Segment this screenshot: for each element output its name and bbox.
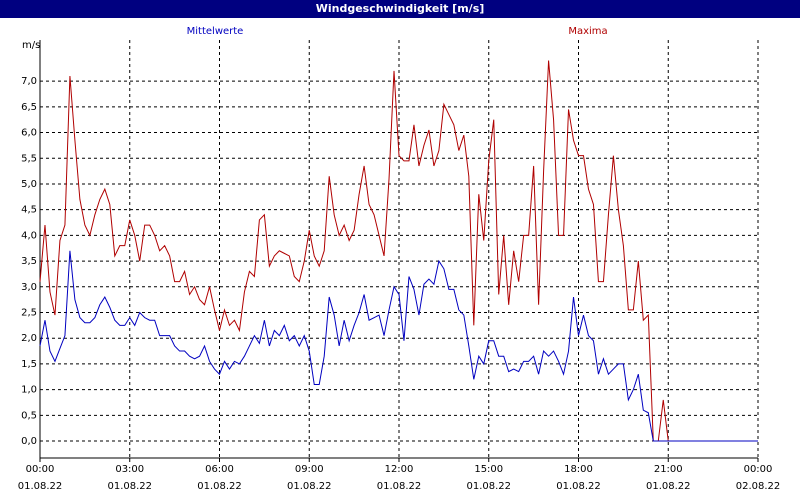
- legend-entry: Maxima: [568, 26, 607, 37]
- data-line: [39, 250, 758, 442]
- y-tick-label: 1,5: [21, 359, 37, 370]
- x-tick-label: 12:00 01.08.22: [376, 464, 422, 492]
- y-tick-label: 3,5: [21, 256, 37, 267]
- y-tick-label: 4,0: [21, 230, 37, 241]
- y-tick-label: 3,0: [21, 282, 37, 293]
- x-tick-label: 00:00 01.08.22: [17, 464, 63, 492]
- x-tick-label: 03:00 01.08.22: [107, 464, 153, 492]
- legend-entry: Mittelwerte: [187, 26, 244, 37]
- y-tick-label: 2,0: [21, 333, 37, 344]
- y-tick-label: 1,0: [21, 385, 37, 396]
- x-tick-label: 09:00 01.08.22: [286, 464, 332, 492]
- y-tick-label: 0,5: [21, 410, 37, 421]
- y-tick-label: 4,5: [21, 205, 37, 216]
- y-tick-label: 6,0: [21, 128, 37, 139]
- y-tick-label: 7,0: [21, 76, 37, 87]
- x-tick-label: 00:00 02.08.22: [735, 464, 781, 492]
- x-tick-label: 21:00 01.08.22: [645, 464, 691, 492]
- y-axis-unit: m/s: [22, 40, 40, 51]
- y-tick-label: 2,5: [21, 307, 37, 318]
- y-tick-label: 0,0: [21, 436, 37, 447]
- x-tick-label: 06:00 01.08.22: [197, 464, 242, 492]
- y-tick-label: 5,5: [21, 153, 37, 164]
- x-tick-label: 18:00 01.08.22: [556, 464, 601, 492]
- y-tick-label: 6,5: [21, 102, 37, 113]
- data-line: [39, 60, 758, 442]
- title-bar: Windgeschwindigkeit [m/s]: [0, 0, 800, 18]
- y-tick-label: 5,0: [21, 179, 37, 190]
- x-tick-label: 15:00 01.08.22: [466, 464, 512, 492]
